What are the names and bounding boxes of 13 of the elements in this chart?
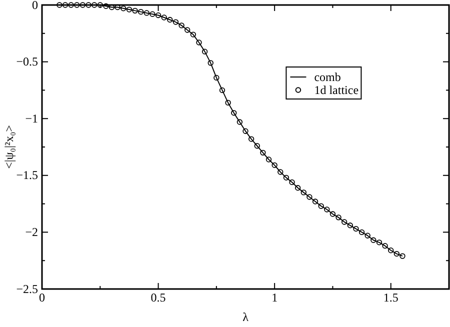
x-tick-label: 1 [272,290,278,305]
x-axis-title: λ [242,310,249,324]
y-axis-title: <|ψ₀|²x₀> [2,124,16,169]
x-tick-label: 0.5 [150,290,166,305]
y-tick-label: −1.5 [16,168,38,182]
y-tick-label: −2.5 [16,282,38,296]
y-tick-label: −2 [25,225,38,240]
legend-label: comb [314,70,341,84]
y-tick-label: −0.5 [16,54,38,69]
x-tick-label: 1.5 [383,290,398,305]
y-tick-label: −1 [25,111,38,126]
y-tick-label: 0 [32,0,38,12]
legend-label: 1d lattice [314,83,359,97]
